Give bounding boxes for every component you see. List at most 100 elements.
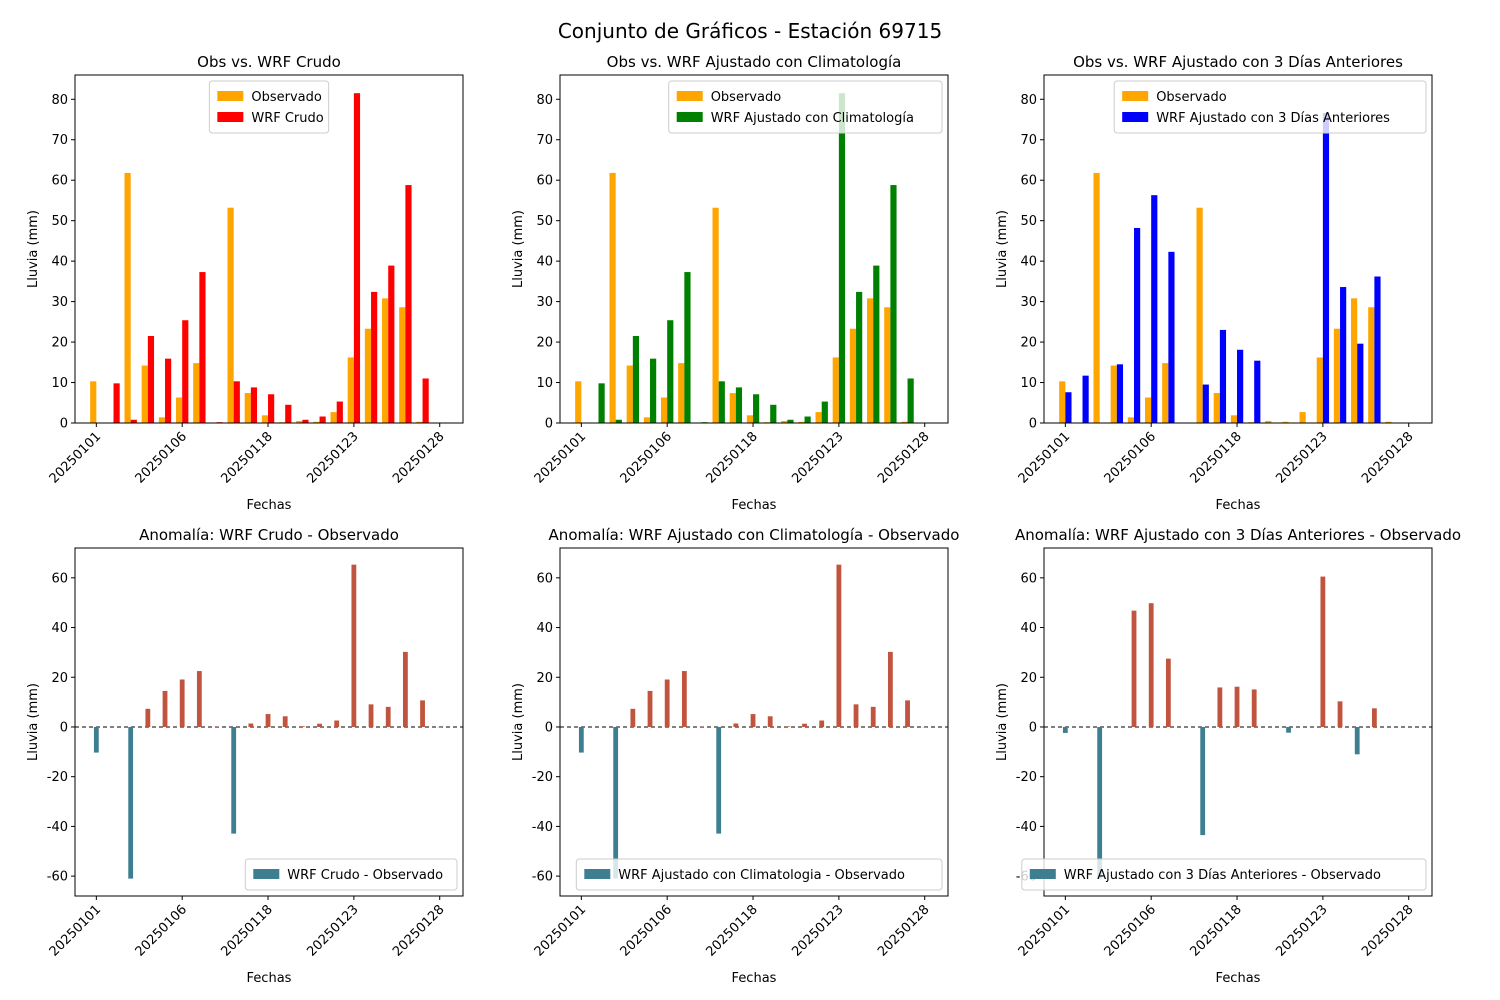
y-tick-label: 60 — [51, 571, 68, 586]
bar-wrf — [336, 401, 343, 423]
y-tick-label: 0 — [1029, 720, 1037, 735]
axes-frame — [1043, 74, 1433, 424]
bar-wrf — [667, 320, 674, 423]
y-tick-label: 70 — [1020, 133, 1037, 148]
y-tick-label: -40 — [47, 820, 68, 835]
bar-observado — [1213, 393, 1220, 423]
anomaly-bar — [578, 726, 584, 753]
anomaly-bar — [853, 704, 859, 727]
anomaly-bar — [128, 726, 134, 879]
figure-title: Conjunto de Gráficos - Estación 69715 — [558, 19, 942, 43]
bar-observado — [575, 381, 582, 423]
bar-wrf — [718, 381, 725, 423]
anomaly-bar — [733, 723, 739, 727]
bar-observado — [901, 421, 908, 423]
axes-frame — [74, 74, 464, 424]
bar-observado — [849, 328, 857, 423]
y-tick-label: 80 — [1020, 93, 1037, 108]
bar-wrf — [302, 419, 309, 423]
bar-wrf — [890, 185, 897, 423]
bar-observado — [781, 420, 788, 423]
bar-wrf — [856, 291, 863, 423]
legend: WRF Crudo - Observado — [244, 858, 458, 891]
legend: Observado WRF Ajustado con 3 Días Anterio… — [1113, 80, 1427, 134]
bar-wrf — [650, 358, 657, 423]
anomaly-bar — [1234, 686, 1240, 727]
anomaly-bar — [248, 723, 254, 727]
bar-wrf — [1151, 195, 1158, 423]
anomaly-bar — [1337, 701, 1343, 727]
bar-observado — [729, 393, 736, 423]
bar-observado — [1385, 421, 1392, 423]
bar-observado — [1351, 298, 1358, 423]
y-tick-label: 0 — [545, 417, 553, 432]
legend-label: WRF Ajustado con 3 Días Anteriores — [1156, 111, 1390, 126]
anomaly-bar — [334, 720, 340, 727]
bar-wrf — [804, 416, 811, 423]
legend-label: WRF Crudo - Observado — [287, 868, 443, 883]
bar-observado — [832, 357, 839, 423]
x-axis-label: Fechas — [1216, 971, 1261, 986]
bar-wrf — [632, 336, 640, 423]
chart-title: Anomalía: WRF Ajustado con 3 Días Anteri… — [1015, 526, 1461, 544]
bar-observado — [244, 393, 251, 423]
anomaly-bar — [647, 690, 653, 727]
bar-wrf — [147, 336, 155, 423]
anomaly-bar — [1165, 658, 1171, 727]
y-tick-label: 70 — [536, 133, 553, 148]
y-tick-label: 60 — [1020, 174, 1037, 189]
y-tick-label: -20 — [47, 770, 68, 785]
bar-observado — [296, 420, 303, 423]
bar-observado — [746, 415, 754, 423]
y-tick-label: -40 — [532, 820, 553, 835]
y-tick-label: 30 — [1020, 295, 1037, 310]
anomaly-bar — [368, 704, 374, 727]
bar-wrf — [684, 272, 691, 423]
y-tick-label: 0 — [1029, 417, 1037, 432]
legend-box — [668, 80, 943, 134]
anomaly-bar — [162, 690, 168, 727]
y-axis-label: Lluvia (mm) — [995, 210, 1010, 288]
legend-box — [575, 858, 943, 891]
anomaly-bar — [664, 679, 670, 727]
axes-frame — [74, 547, 464, 897]
bar-observado — [884, 307, 891, 423]
anomaly-bar — [630, 708, 636, 727]
x-axis-label: Fechas — [247, 971, 292, 986]
bar-observado — [1282, 421, 1289, 423]
y-tick-label: 30 — [51, 295, 68, 310]
bar-wrf — [1082, 375, 1089, 423]
anomaly-bar — [802, 723, 807, 727]
bar-observado — [609, 172, 616, 423]
anomaly-bar — [887, 651, 893, 727]
anomaly-bar — [681, 671, 687, 727]
anomaly-bar — [385, 706, 391, 727]
legend: WRF Ajustado con 3 Días Anteriores - Obs… — [1021, 858, 1427, 891]
legend: Observado WRF Crudo — [208, 80, 330, 134]
bar-observado — [1316, 357, 1323, 423]
anomaly-bar — [1062, 726, 1068, 733]
bar-observado — [643, 417, 651, 423]
anomaly-bar — [179, 679, 185, 727]
legend-label: WRF Ajustado con Climatologia - Observad… — [618, 868, 905, 883]
y-tick-label: -20 — [532, 770, 553, 785]
bar-wrf — [770, 404, 777, 423]
x-axis-label: Fechas — [1216, 498, 1261, 513]
bar-observado — [1196, 207, 1203, 423]
y-tick-label: 80 — [51, 93, 68, 108]
y-axis-label: Lluvia (mm) — [995, 683, 1010, 761]
legend-box — [1113, 80, 1427, 134]
bar-observado — [158, 417, 166, 423]
bar-observado — [330, 412, 337, 423]
bar-observado — [867, 298, 874, 423]
y-tick-label: 20 — [536, 671, 553, 686]
y-tick-label: 0 — [60, 720, 68, 735]
y-tick-label: 40 — [51, 621, 68, 636]
chart-title: Obs vs. WRF Crudo — [197, 53, 341, 71]
bar-wrf — [1168, 251, 1175, 423]
y-tick-label: 60 — [1020, 571, 1037, 586]
legend-label: WRF Crudo — [251, 111, 323, 126]
legend-box — [244, 858, 458, 891]
bar-observado — [1093, 172, 1100, 423]
